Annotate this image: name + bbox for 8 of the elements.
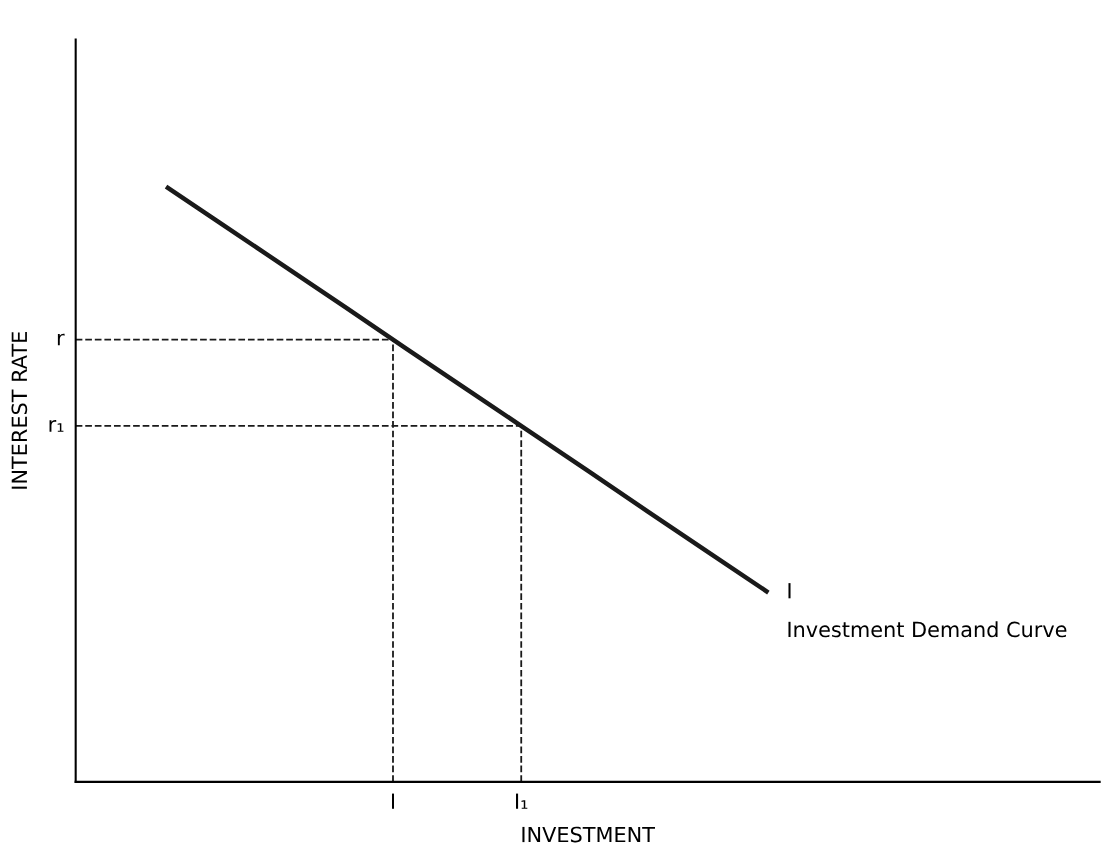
text: I₁ xyxy=(516,793,528,809)
text: I xyxy=(391,793,395,809)
ref-line-label: r₁ xyxy=(49,420,64,432)
series-label: I xyxy=(788,583,791,599)
annotation: Investment Demand Curve xyxy=(788,621,1067,638)
ref-line-label: r xyxy=(57,333,65,346)
y-axis-title: INTEREST RATE xyxy=(11,332,28,489)
x-axis-title: INVESTMENT xyxy=(522,826,655,843)
